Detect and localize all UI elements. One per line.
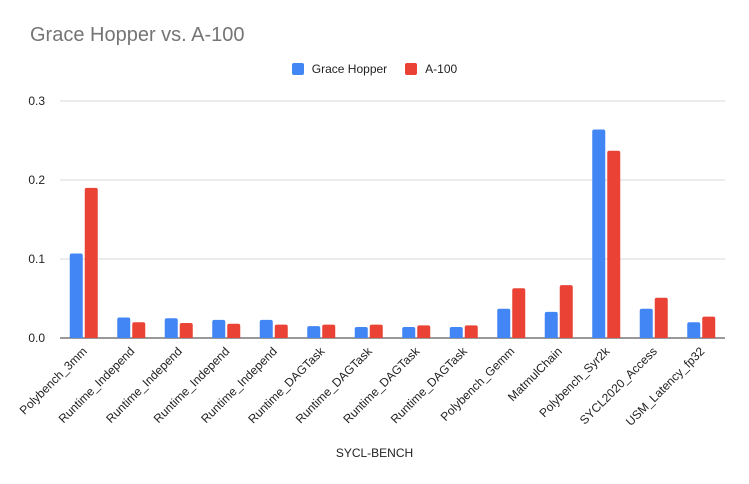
bar-grace-hopper: [639, 308, 653, 338]
y-tick-label: 0.2: [28, 173, 45, 187]
bar-grace-hopper: [164, 318, 178, 338]
bar-a100: [512, 288, 526, 338]
bar-grace-hopper: [212, 319, 226, 338]
chart-title: Grace Hopper vs. A-100: [30, 24, 245, 46]
bar-grace-hopper: [592, 129, 606, 338]
bar-a100: [322, 324, 336, 338]
bar-a100: [274, 324, 288, 338]
bar-grace-hopper: [259, 319, 273, 338]
bar-a100: [417, 325, 431, 338]
bar-a100: [607, 150, 621, 338]
y-tick-label: 0.0: [28, 331, 45, 345]
bar-grace-hopper: [402, 326, 416, 338]
x-tick-label: USM_Latency_fp32: [623, 344, 708, 429]
bar-grace-hopper: [497, 308, 511, 338]
bar-grace-hopper: [687, 322, 701, 338]
bar-a100: [654, 297, 668, 338]
bar-a100: [559, 285, 573, 338]
bar-a100: [179, 322, 193, 338]
y-tick-label: 0.1: [28, 252, 45, 266]
legend-swatch-a100: [405, 63, 418, 75]
legend: Grace Hopper A-100: [0, 62, 749, 76]
bar-grace-hopper: [544, 311, 558, 338]
bar-grace-hopper: [307, 326, 321, 338]
bar-a100: [84, 187, 98, 338]
bar-a100: [227, 323, 241, 338]
legend-label-a100: A-100: [425, 62, 458, 76]
bar-grace-hopper: [69, 253, 83, 338]
legend-label-grace-hopper: Grace Hopper: [311, 62, 388, 76]
legend-item-grace-hopper[interactable]: Grace Hopper: [291, 62, 388, 76]
bar-a100: [464, 325, 478, 338]
legend-item-a100[interactable]: A-100: [405, 62, 457, 76]
bar-grace-hopper: [354, 326, 368, 338]
bar-a100: [702, 316, 716, 338]
y-tick-label: 0.3: [28, 94, 45, 108]
legend-swatch-grace-hopper: [291, 63, 304, 75]
bar-a100: [369, 324, 383, 338]
x-axis-title: SYCL-BENCH: [335, 446, 414, 460]
bar-grace-hopper: [449, 326, 463, 338]
bar-grace-hopper: [117, 317, 131, 338]
bar-a100: [132, 322, 146, 338]
